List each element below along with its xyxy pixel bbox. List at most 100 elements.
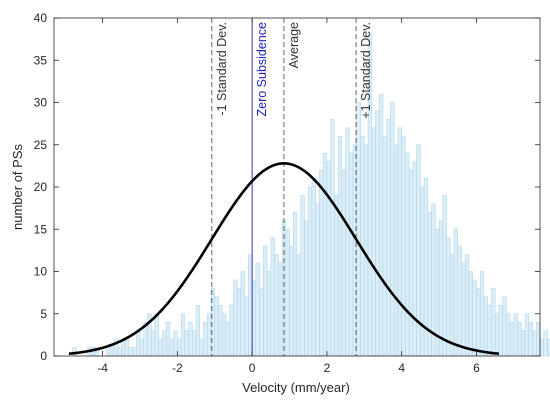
histogram-bar: [214, 296, 219, 357]
y-tick-label: 5: [40, 307, 47, 321]
histogram-bar: [371, 127, 376, 357]
histogram-bar: [128, 347, 133, 357]
histogram-bar: [221, 313, 227, 357]
histogram-bar: [487, 305, 492, 357]
histogram-bar: [300, 195, 305, 357]
histogram-bar: [532, 330, 537, 357]
histogram-bar: [476, 288, 481, 357]
histogram-bar: [207, 313, 212, 357]
x-tick-label: 6: [473, 361, 480, 375]
histogram-bar: [450, 254, 455, 357]
histogram-bar: [494, 313, 500, 357]
histogram-bar: [195, 305, 201, 357]
x-tick-label: -2: [172, 361, 183, 375]
histogram-bar: [236, 288, 242, 357]
normal-fit-curve-group: [68, 162, 500, 356]
histogram-bar: [270, 237, 275, 357]
histogram-bar: [513, 313, 518, 357]
histogram-bar: [349, 152, 354, 357]
histogram-bar: [109, 347, 115, 357]
histogram-bar: [524, 313, 530, 357]
histogram-bar: [184, 330, 189, 357]
histogram-bar: [502, 296, 507, 357]
y-tick-label: 20: [34, 180, 48, 194]
histogram-bar: [457, 245, 462, 357]
histogram-bar: [498, 305, 503, 357]
y-tick-label: 15: [34, 222, 48, 236]
histogram-bar: [442, 195, 447, 357]
histogram-bar: [278, 262, 283, 357]
y-tick-label: 35: [34, 53, 48, 67]
histogram-bar: [124, 338, 130, 357]
histogram-bar: [536, 321, 541, 357]
x-axis-label: Velocity (mm/year): [242, 380, 350, 395]
histogram-bar: [483, 296, 488, 357]
histogram-bar: [509, 321, 515, 357]
histogram-bar: [188, 321, 193, 357]
histogram-bar: [304, 220, 309, 357]
histogram-bar: [255, 262, 260, 357]
x-tick-label: 4: [398, 361, 405, 375]
histogram-bar: [150, 330, 156, 357]
y-tick-label: 30: [34, 96, 48, 110]
histogram-bar: [244, 296, 249, 357]
histogram-bar: [289, 245, 294, 357]
histogram-bar: [472, 279, 477, 357]
histogram-bar: [296, 254, 301, 357]
histogram-bar: [334, 195, 339, 357]
histogram-bar: [468, 271, 473, 357]
histogram-bar: [543, 330, 548, 357]
reference-line-label: -1 Standard Dev.: [215, 22, 229, 116]
histogram-bar: [393, 144, 399, 357]
histogram-bar: [491, 288, 496, 357]
x-tick-label: -4: [97, 361, 108, 375]
histogram-bar: [378, 93, 384, 357]
reference-lines: -1 Standard Dev. Zero Subsidence Average +1…: [211, 18, 373, 356]
axes: -4 -2 0 2 4 6 0 5 10 15 20 25 30 35 40: [34, 11, 541, 375]
reference-line-label: Average: [287, 22, 301, 68]
histogram-bar: [274, 254, 279, 357]
histogram-bar: [240, 271, 245, 357]
histogram-bar: [322, 152, 328, 357]
histogram-bar: [225, 321, 230, 357]
histogram-bar: [319, 169, 324, 357]
histogram-bar: [293, 212, 298, 357]
histogram-bar: [106, 347, 111, 357]
histogram-bar: [311, 178, 316, 357]
reference-line-label: +1 Standard Dev.: [359, 22, 373, 119]
histogram-bars: [72, 34, 550, 357]
histogram-bar: [397, 127, 402, 357]
y-tick-label: 10: [34, 265, 48, 279]
histogram-bar: [528, 321, 533, 357]
histogram-bar: [461, 262, 466, 357]
histogram-bar: [420, 186, 425, 357]
histogram-bar: [233, 279, 238, 357]
x-tick-label: 0: [249, 361, 256, 375]
histogram-bar: [401, 136, 406, 357]
histogram-bar: [386, 119, 391, 357]
histogram-bar: [248, 254, 253, 357]
histogram-bar: [446, 237, 451, 357]
histogram-bar: [229, 305, 234, 357]
histogram-bar: [177, 338, 182, 357]
histogram-bar: [539, 338, 544, 357]
histogram-bar: [169, 338, 174, 357]
histogram-bar: [464, 254, 470, 357]
histogram-bar: [199, 338, 204, 357]
histogram-bar: [315, 203, 320, 357]
histogram-bar: [285, 229, 290, 357]
histogram-bar: [180, 313, 186, 357]
histogram-bar: [330, 119, 335, 357]
histogram-bar: [281, 220, 287, 357]
histogram-bar: [521, 330, 526, 357]
histogram-bar: [139, 338, 144, 357]
histogram-bar: [158, 338, 163, 357]
histogram-bar: [337, 136, 343, 357]
histogram-bar: [547, 338, 550, 357]
histogram-bar: [132, 347, 137, 357]
histogram-bar: [307, 186, 313, 357]
histogram-bar: [117, 347, 122, 357]
histogram-bar: [412, 161, 417, 357]
y-axis-label: number of PSs: [10, 144, 25, 230]
histogram-bar: [356, 102, 361, 357]
